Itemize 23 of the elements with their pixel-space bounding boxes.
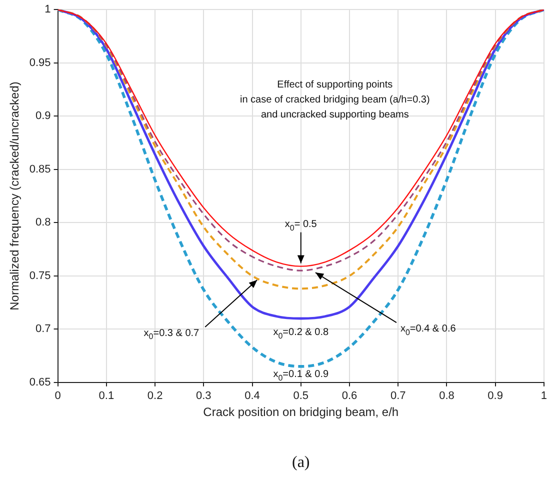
y-tick-label: 1 (44, 4, 51, 16)
x-tick-label: 0.1 (98, 390, 114, 402)
y-tick-label: 0.95 (29, 56, 51, 69)
x-tick-label: 0.3 (196, 390, 212, 402)
y-axis-title: Normalized frequency (cracked/uncracked) (8, 82, 22, 310)
x-tick-label: 0.6 (342, 390, 358, 402)
x-tick-label: 0.2 (147, 390, 163, 402)
x-tick-label: 1 (540, 390, 548, 402)
x-tick-label: 0.4 (244, 390, 260, 402)
x-tick-label: 0.7 (390, 390, 406, 402)
y-tick-label: 0.8 (36, 216, 51, 229)
annotation: Effect of supporting points in case of cracked bridging beam (a/h=0.3) and uncracked supporting beams (240, 79, 430, 120)
x-axis-title: Crack position on bridging beam, e/h (203, 405, 399, 420)
y-tick-label: 0.85 (29, 163, 51, 176)
x-tick-label: 0 (54, 390, 61, 402)
y-tick-label: 0.75 (29, 270, 51, 282)
y-tick-label: 0.7 (36, 323, 51, 336)
text: (a) (292, 454, 310, 472)
y-tick-label: 0.9 (36, 110, 51, 122)
y-tick-label: 0.65 (29, 376, 51, 388)
x-tick-label: 0.8 (439, 390, 454, 402)
x-tick-label: 0.5 (293, 390, 309, 402)
x-tick-label: 0.9 (488, 390, 503, 402)
